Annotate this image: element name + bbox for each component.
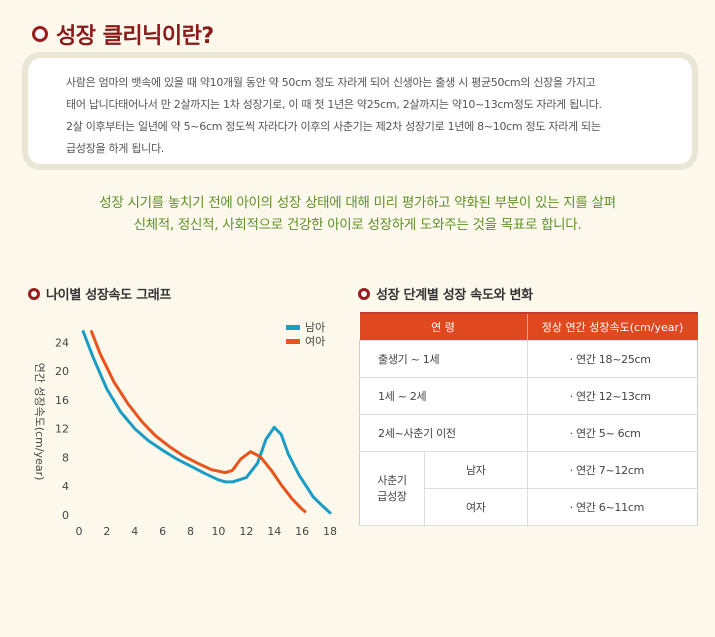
intro-line: 2살 이후부터는 일년에 약 5~6cm 정도씩 자라다가 이후의 사춘기는 제…	[66, 120, 601, 133]
x-tick-label: 12	[239, 525, 253, 538]
x-tick-label: 0	[76, 525, 83, 538]
puberty-label-line: 사춘기	[377, 473, 407, 487]
legend-label-girl: 여아	[305, 335, 325, 348]
intro-line: 급성장을 하게 됩니다.	[66, 142, 164, 155]
circle-bullet-icon	[358, 287, 370, 300]
circle-bullet-icon	[28, 287, 40, 300]
page-title: 성장 클리닉이란?	[32, 18, 214, 50]
legend-swatch-boy	[286, 325, 300, 330]
series-line-boy	[81, 330, 332, 515]
intro-text: 사람은 엄마의 뱃속에 있을 때 약10개월 동안 약 50cm 정도 자라게 …	[28, 58, 692, 164]
mission-statement: 성장 시기를 놓치기 전에 아이의 성장 상태에 대해 미리 평가하고 약화된 …	[0, 192, 715, 236]
table-row: 여자 · 연간 6~11cm	[360, 488, 699, 526]
mission-line: 신체적, 정신적, 사회적으로 건강한 아이로 성장하게 도와주는 것을 목표로…	[133, 217, 582, 233]
table-row: 1세 ~ 2세 · 연간 12~13cm	[359, 377, 699, 415]
rate-cell: · 연간 5~ 6cm	[526, 414, 699, 452]
y-tick-label: 0	[62, 509, 69, 522]
stage-cell: 2세~사춘기 이전	[359, 414, 528, 452]
intro-line: 사람은 엄마의 뱃속에 있을 때 약10개월 동안 약 50cm 정도 자라게 …	[66, 76, 596, 89]
y-tick-label: 24	[55, 336, 69, 349]
chart-section-title-text: 나이별 성장속도 그래프	[46, 288, 172, 303]
puberty-group-cell: 사춘기 급성장	[359, 451, 425, 526]
x-tick-label: 14	[267, 525, 281, 538]
intro-box: 사람은 엄마의 뱃속에 있을 때 약10개월 동안 약 50cm 정도 자라게 …	[22, 52, 698, 170]
chart-section-title: 나이별 성장속도 그래프	[28, 284, 171, 303]
legend-label-boy: 남아	[305, 321, 325, 334]
boy-rate-cell: · 연간 7~12cm	[526, 451, 699, 489]
x-tick-label: 6	[159, 525, 166, 538]
y-tick-label: 8	[62, 451, 69, 464]
rate-cell: · 연간 18~25cm	[526, 340, 699, 378]
boy-label-cell: 남자	[424, 451, 528, 489]
table-row: 사춘기 급성장 남자 · 연간 7~12cm	[359, 451, 699, 526]
x-tick-label: 4	[131, 525, 138, 538]
y-tick-label: 12	[55, 423, 69, 436]
y-tick-label: 4	[62, 480, 69, 493]
x-tick-label: 8	[187, 525, 194, 538]
puberty-label-line: 급성장	[377, 489, 407, 503]
intro-line: 태어 납니다태어나서 만 2살까지는 1차 성장기로, 이 때 첫 1년은 약2…	[66, 98, 602, 111]
girl-rate-cell: · 연간 6~11cm	[526, 488, 699, 526]
table-header-age: 연 령	[359, 313, 528, 341]
legend-swatch-girl	[286, 339, 300, 344]
page-title-text: 성장 클리닉이란?	[56, 24, 214, 49]
x-tick-label: 2	[103, 525, 110, 538]
table-row: 출생기 ~ 1세 · 연간 18~25cm	[359, 340, 699, 378]
table-section-title: 성장 단계별 성장 속도와 변화	[358, 284, 533, 303]
y-tick-label: 20	[55, 365, 69, 378]
stage-cell: 출생기 ~ 1세	[359, 340, 528, 378]
x-tick-label: 18	[323, 525, 337, 538]
mission-line: 성장 시기를 놓치기 전에 아이의 성장 상태에 대해 미리 평가하고 약화된 …	[99, 195, 616, 211]
growth-stage-table: 연 령 정상 연간 성장속도(cm/year) 출생기 ~ 1세 · 연간 18…	[359, 312, 699, 526]
series-line-girl	[90, 330, 307, 513]
y-tick-label: 16	[55, 394, 69, 407]
y-axis-label: 연간 성장속도(cm/year)	[33, 363, 46, 481]
stage-cell: 1세 ~ 2세	[359, 377, 528, 415]
circle-bullet-icon	[32, 26, 48, 42]
x-tick-label: 16	[295, 525, 309, 538]
table-header-rate: 정상 연간 성장속도(cm/year)	[526, 313, 698, 341]
x-tick-label: 10	[211, 525, 225, 538]
table-section-title-text: 성장 단계별 성장 속도와 변화	[376, 288, 533, 303]
rate-cell: · 연간 12~13cm	[526, 377, 699, 415]
girl-label-cell: 여자	[424, 488, 528, 526]
table-row: 2세~사춘기 이전 · 연간 5~ 6cm	[359, 414, 699, 452]
